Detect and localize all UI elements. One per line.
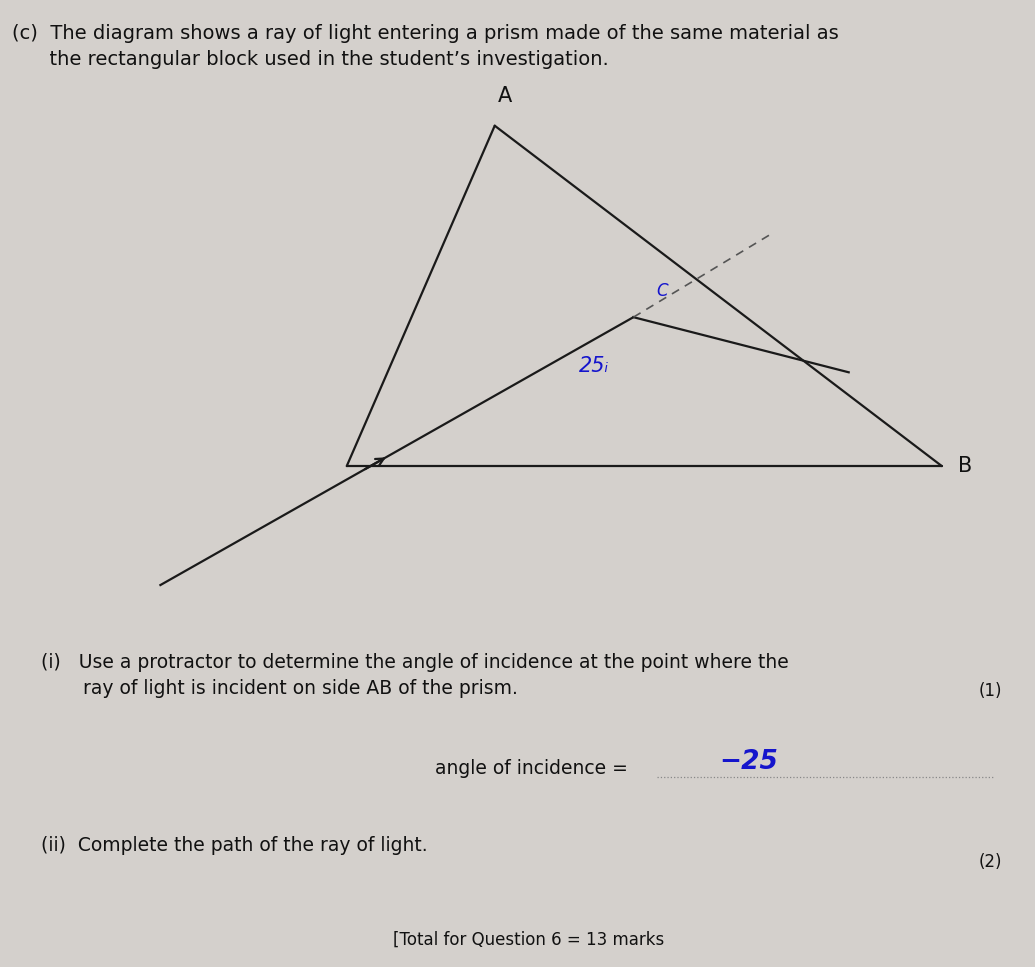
Text: (ii)  Complete the path of the ray of light.: (ii) Complete the path of the ray of lig… — [41, 836, 428, 856]
Text: ray of light is incident on side AB of the prism.: ray of light is incident on side AB of t… — [41, 679, 519, 698]
Text: −25: −25 — [719, 749, 778, 776]
Text: angle of incidence =: angle of incidence = — [435, 759, 633, 778]
Text: (2): (2) — [978, 853, 1002, 871]
Text: B: B — [958, 456, 973, 476]
Text: (1): (1) — [978, 682, 1002, 700]
Text: [Total for Question 6 = 13 marks: [Total for Question 6 = 13 marks — [393, 930, 664, 949]
Text: (c)  The diagram shows a ray of light entering a prism made of the same material: (c) The diagram shows a ray of light ent… — [12, 24, 839, 44]
Text: C: C — [656, 281, 668, 300]
Text: the rectangular block used in the student’s investigation.: the rectangular block used in the studen… — [12, 50, 610, 70]
Text: A: A — [498, 86, 512, 106]
Text: (i)   Use a protractor to determine the angle of incidence at the point where th: (i) Use a protractor to determine the an… — [41, 653, 789, 672]
Text: 25ᵢ: 25ᵢ — [579, 356, 610, 376]
